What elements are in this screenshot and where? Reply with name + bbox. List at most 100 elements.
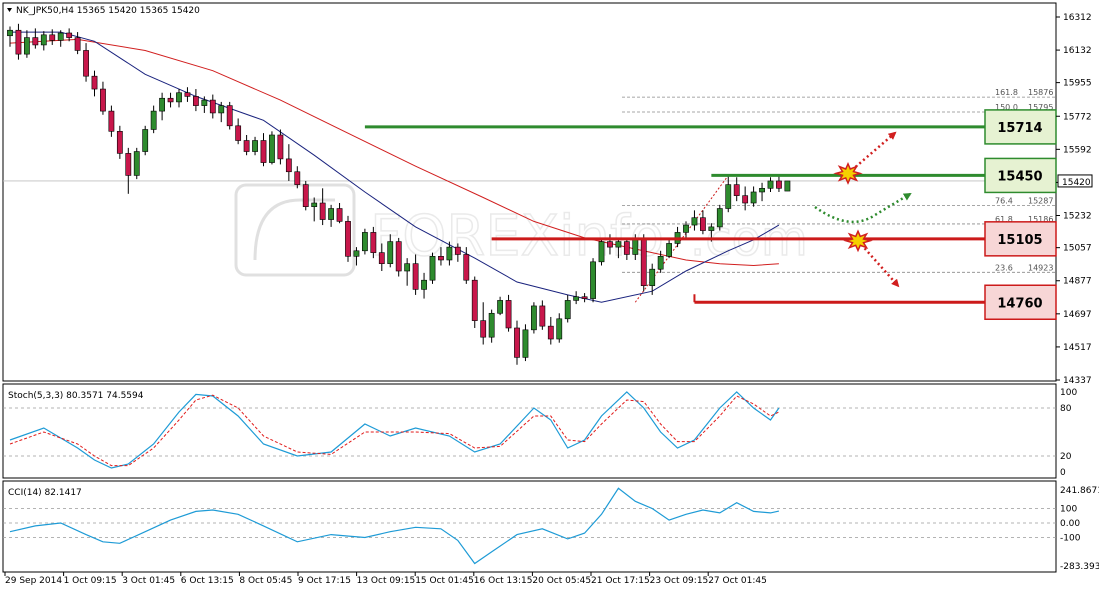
fib-price-label: 15186 [1028, 215, 1053, 224]
stoch-header: Stoch(5,3,3) 80.3571 74.5594 [8, 391, 144, 401]
time-tick-label: 15 Oct 01:45 [415, 576, 474, 586]
candle-body [463, 254, 470, 281]
candle [319, 188, 326, 226]
candle [361, 228, 368, 255]
stoch-tick-label: 0 [1060, 468, 1066, 478]
fib-ratio-label: 150.0 [995, 103, 1018, 112]
candle [100, 81, 106, 115]
candle-body [176, 92, 182, 103]
stoch-tick-label: 80 [1060, 404, 1072, 414]
candle [691, 210, 698, 231]
level-label: 15714 [997, 121, 1042, 136]
level-15105: 15105 [491, 221, 1057, 257]
cci-tick-label: -100 [1060, 533, 1081, 543]
candle-body [260, 140, 267, 163]
candle-body [590, 261, 596, 299]
fib-ratio-label: 61.8 [995, 215, 1013, 224]
candle [733, 177, 740, 202]
candle-body [218, 105, 225, 114]
cci-tick-label: -283.393 [1060, 562, 1099, 572]
candle [57, 30, 64, 47]
level-15714: 15714 [364, 109, 1057, 145]
candle-body [277, 134, 284, 160]
candle-body [150, 110, 157, 130]
candle [446, 241, 453, 266]
candle [311, 197, 318, 222]
candle [742, 186, 749, 211]
time-tick-label: 13 Oct 09:15 [357, 576, 416, 586]
candle-body [395, 241, 402, 272]
candle-body [750, 191, 757, 204]
candle-body [378, 252, 385, 264]
stoch-tick-label: 20 [1060, 452, 1072, 462]
candle [83, 43, 89, 82]
candle [260, 133, 267, 167]
cci-tick-label: 241.8671 [1060, 486, 1099, 496]
candle-body [235, 125, 242, 141]
candle [666, 239, 672, 259]
moving-averages [9, 31, 780, 303]
candle-body [471, 279, 478, 321]
candle-body [514, 327, 520, 358]
candle-body [683, 224, 689, 233]
cci-header: CCI(14) 82.1417 [8, 488, 82, 498]
candle [767, 177, 774, 192]
candle-body [319, 202, 326, 220]
candle [66, 28, 73, 42]
current-price-text: 15420 [1062, 178, 1091, 188]
candle-body [767, 180, 774, 189]
candle-body [193, 96, 199, 106]
candle [683, 221, 689, 238]
candle [429, 252, 436, 284]
symbol-header: NK_JPK50,H4 15365 15420 15365 15420 [7, 6, 200, 16]
level-label: 14760 [997, 296, 1042, 311]
candle-body [539, 305, 546, 327]
candle-body [556, 318, 563, 340]
candle-body [657, 256, 664, 270]
candle-body [446, 246, 453, 261]
candle [74, 32, 81, 55]
candle-body [49, 34, 56, 41]
candle-body [632, 237, 639, 255]
candle-body [412, 263, 419, 290]
candle [404, 258, 411, 286]
candle [488, 309, 495, 343]
candle [378, 243, 385, 272]
price-tick-label: 14337 [1063, 376, 1092, 386]
price-tick-label: 14877 [1063, 277, 1092, 287]
time-tick-label: 20 Oct 05:45 [532, 576, 591, 586]
candle [640, 234, 647, 292]
candle-body [116, 131, 123, 154]
candle [345, 215, 351, 262]
candle-body [285, 158, 292, 173]
level-box [984, 221, 1057, 257]
candle [590, 258, 596, 303]
level-label: 15450 [997, 169, 1042, 184]
candle-body [640, 237, 647, 287]
candle-body [691, 217, 698, 226]
stoch-axis: 100 80 20 0 [1060, 388, 1077, 478]
candle-body [83, 50, 89, 77]
candle-body [699, 217, 706, 231]
candle [463, 247, 470, 284]
candle-body [708, 226, 715, 231]
candle [226, 101, 233, 130]
candle-body [530, 305, 537, 331]
time-tick-label: 29 Sep 2014 [5, 576, 62, 586]
candle [176, 89, 182, 108]
level-box [984, 109, 1057, 145]
candle-body [547, 325, 554, 340]
level-label: 15105 [997, 233, 1042, 248]
level-box [984, 284, 1057, 321]
candle-body [167, 97, 174, 103]
candle [556, 313, 563, 343]
candle-body [108, 110, 115, 132]
fib-price-label: 15876 [1028, 88, 1053, 97]
time-tick-label: 27 Oct 01:45 [708, 576, 767, 586]
candle [32, 28, 39, 49]
candle-body [429, 256, 436, 281]
stoch-signal-line [9, 394, 780, 467]
symbol-header-text: NK_JPK50,H4 15365 15420 15365 15420 [16, 6, 200, 16]
candle [277, 129, 284, 165]
